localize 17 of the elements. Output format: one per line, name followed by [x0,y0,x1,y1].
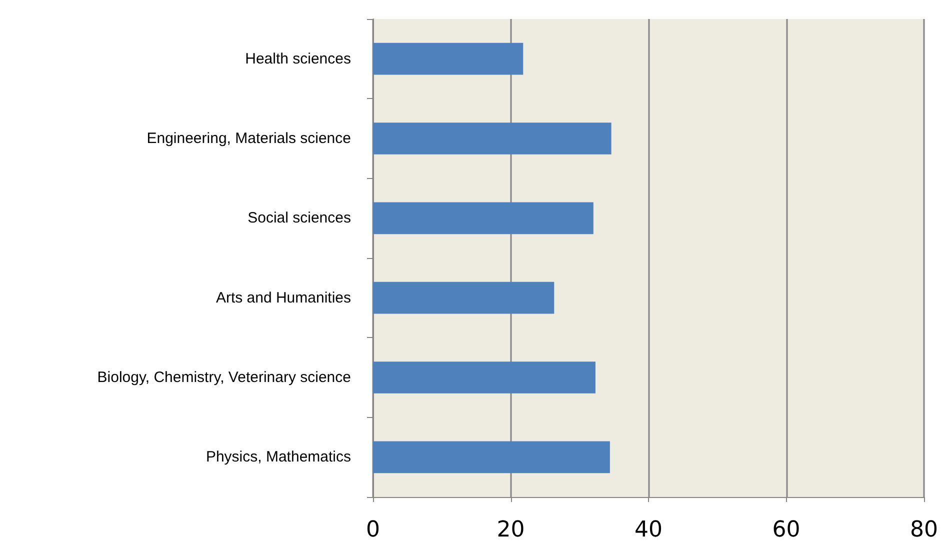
x-tick-label: 20 [496,518,525,542]
bar [373,362,596,394]
bar [373,202,594,234]
bar [373,122,612,154]
y-tick-label: Arts and Humanities [216,289,351,306]
y-tick-label: Engineering, Materials science [146,130,351,147]
y-tick-label: Physics, Mathematics [206,448,351,466]
bar [373,441,610,474]
y-tick-label: Social sciences [248,210,351,227]
bar [373,42,524,75]
x-tick-label: 0 [366,518,380,542]
x-tick-label: 40 [634,518,662,542]
y-tick-label: Biology, Chemistry, Veterinary science [97,369,351,386]
x-tick-label: 60 [772,518,800,542]
bar [373,282,554,314]
x-tick-label: 80 [910,518,938,542]
y-tick-label: Health sciences [245,50,351,68]
